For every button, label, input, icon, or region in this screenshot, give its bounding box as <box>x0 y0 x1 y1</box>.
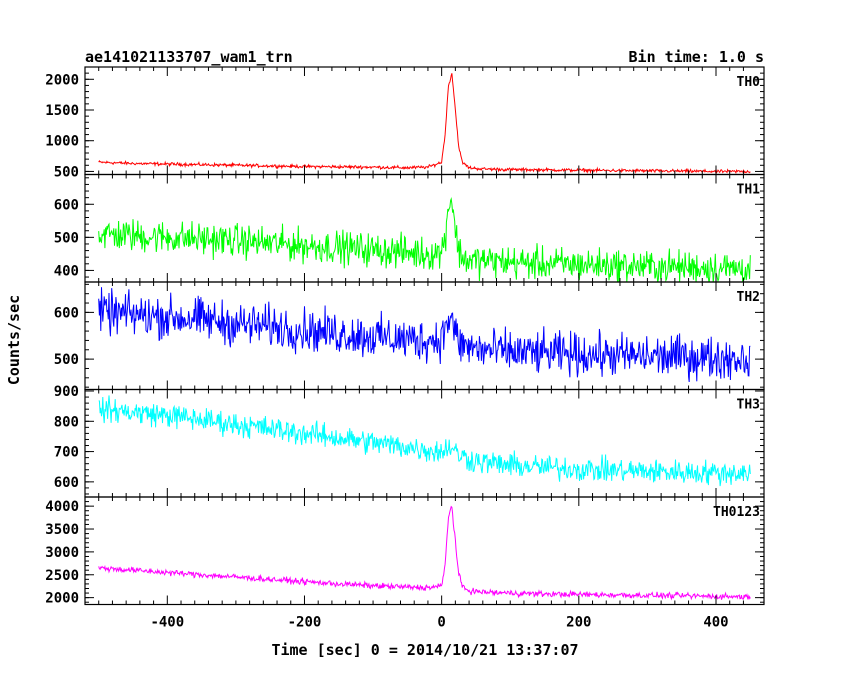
y-tick-label: 1000 <box>45 134 79 150</box>
y-tick-label: 2500 <box>45 568 79 584</box>
bin-time-label: Bin time: 1.0 s <box>629 48 764 66</box>
x-tick-labels: -400 -200 0 200 400 <box>150 615 728 631</box>
x-tick-label: -200 <box>288 615 322 631</box>
x-tick-label: 400 <box>703 615 728 631</box>
panel-label-th0: TH0 <box>737 75 761 90</box>
x-tick-label: -400 <box>150 615 184 631</box>
y-tick-label: 600 <box>54 197 79 213</box>
panel-frame <box>84 66 765 176</box>
panels-group: 500 1000 1500 2000 TH0 400 500 600 TH1 500 600 TH2 6… <box>45 66 765 607</box>
panel-th0123: 2000 2500 3000 3500 4000 TH0123 <box>45 496 765 607</box>
panel-label-th2: TH2 <box>737 290 760 305</box>
y-tick-label: 600 <box>54 305 79 321</box>
x-axis-label: Time [sec] 0 = 2014/10/21 13:37:07 <box>271 641 578 659</box>
panel-th3: 600 700 800 900 TH3 <box>54 384 765 498</box>
series-line-th0 <box>98 73 751 175</box>
y-tick-label: 3500 <box>45 522 79 538</box>
panel-frame <box>84 388 765 498</box>
y-tick-label: 2000 <box>45 591 79 607</box>
series-line-th1 <box>98 197 751 282</box>
panel-frame <box>84 173 765 283</box>
panel-label-th1: TH1 <box>737 183 761 198</box>
panel-frame <box>84 281 765 391</box>
y-tick-label: 900 <box>54 384 79 400</box>
panel-th2: 500 600 TH2 <box>54 281 765 391</box>
y-axis-label: Counts/sec <box>5 295 23 385</box>
y-tick-label: 400 <box>54 263 79 279</box>
y-tick-label: 600 <box>54 475 79 491</box>
y-tick-label: 700 <box>54 445 79 461</box>
series-line-th2 <box>98 287 751 383</box>
x-tick-label: 0 <box>437 615 445 631</box>
x-tick-label: 200 <box>566 615 591 631</box>
panel-label-th0123: TH0123 <box>713 505 760 520</box>
panel-label-th3: TH3 <box>737 398 760 413</box>
y-tick-label: 1500 <box>45 103 79 119</box>
panel-th1: 400 500 600 TH1 <box>54 173 765 283</box>
series-line-th3 <box>98 395 751 487</box>
y-tick-label: 3000 <box>45 545 79 561</box>
y-tick-label: 2000 <box>45 72 79 88</box>
chart-title: ae141021133707_wam1_trn <box>85 48 293 66</box>
y-tick-label: 500 <box>54 230 79 246</box>
series-line-th0123 <box>98 505 751 601</box>
y-tick-label: 800 <box>54 414 79 430</box>
panel-frame <box>84 496 765 606</box>
panel-th0: 500 1000 1500 2000 TH0 <box>45 66 765 180</box>
y-tick-label: 500 <box>54 352 79 368</box>
y-tick-label: 500 <box>54 164 79 180</box>
y-tick-label: 4000 <box>45 499 79 515</box>
